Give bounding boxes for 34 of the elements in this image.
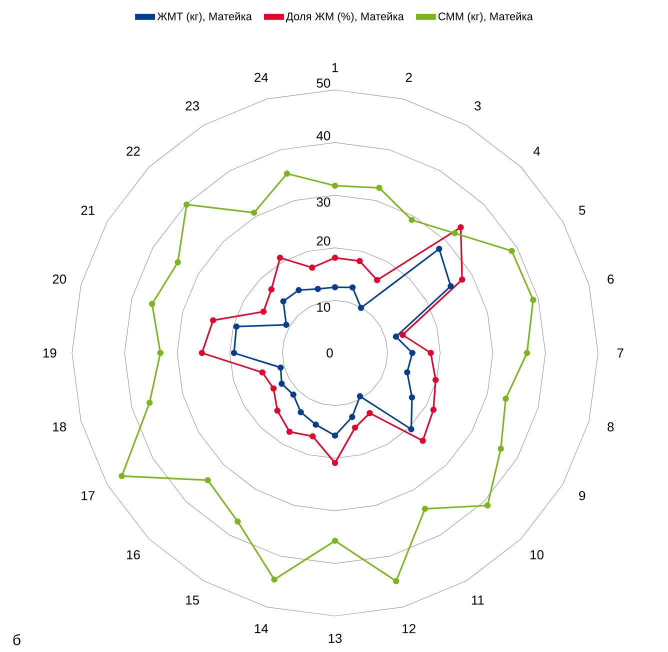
spoke-label: 23 (186, 101, 199, 110)
spoke-label: 12 (402, 624, 416, 634)
legend-label: СММ (кг), Матейка (438, 12, 533, 22)
spoke-label: 6 (608, 274, 614, 284)
legend-label: ЖМТ (кг), Матейка (157, 12, 252, 22)
spoke-label: 1 (332, 63, 338, 72)
spoke-label: 17 (82, 491, 94, 500)
spoke-label: 2 (406, 72, 412, 82)
y-tick-label: 30 (316, 197, 330, 207)
legend-label: Доля ЖМ (%), Матейка (286, 12, 404, 22)
spoke-label: 22 (126, 146, 140, 156)
spoke-label: 8 (608, 422, 614, 432)
spoke-label: 13 (328, 634, 342, 643)
spoke-label: 7 (617, 348, 624, 358)
spoke-label: 9 (579, 491, 586, 500)
spoke-label: 16 (126, 550, 140, 560)
y-tick-label: 10 (317, 302, 330, 312)
spoke-label: 10 (530, 550, 544, 560)
y-tick-label: 0 (326, 348, 333, 358)
spoke-label: 4 (533, 146, 540, 156)
spoke-label: 5 (579, 206, 586, 215)
spoke-label: 14 (254, 624, 268, 634)
spoke-label: 3 (474, 101, 481, 110)
text: б (13, 634, 20, 646)
spoke-label: 19 (43, 348, 56, 358)
y-tick-label: 50 (316, 78, 330, 88)
spoke-label: 21 (81, 206, 94, 215)
spoke-label: 11 (472, 596, 484, 605)
spoke-label: 15 (186, 596, 200, 605)
spoke-label: 18 (53, 422, 66, 432)
y-tick-label: 20 (316, 236, 330, 246)
y-tick-label: 40 (316, 131, 330, 140)
spoke-label: 20 (52, 274, 66, 284)
spoke-label: 24 (254, 72, 268, 82)
